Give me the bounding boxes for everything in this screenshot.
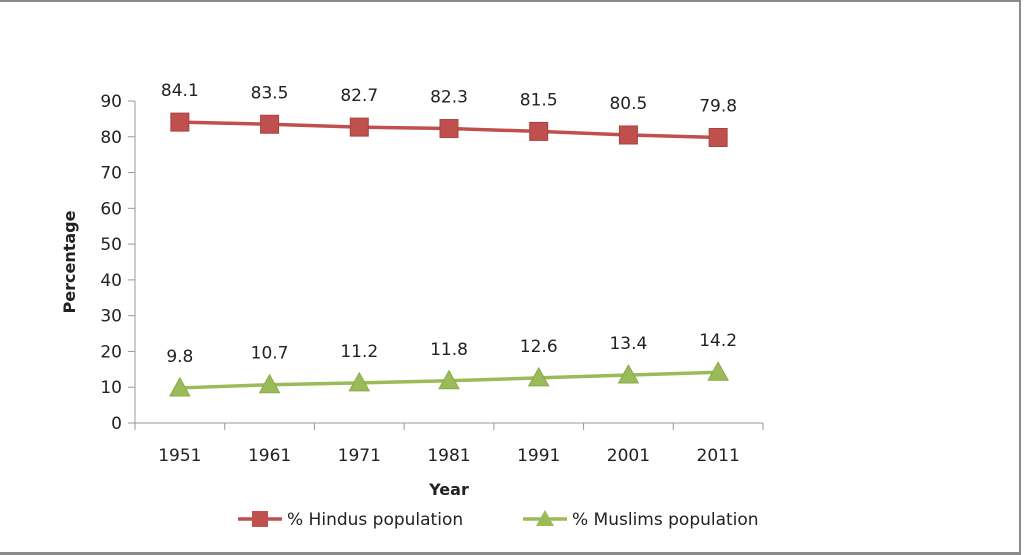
legend-label: % Hindus population xyxy=(287,510,463,530)
y-axis-title: Percentage xyxy=(60,210,79,313)
data-label: 11.2 xyxy=(340,342,378,362)
x-tick-label: 2011 xyxy=(697,446,740,466)
x-tick-label: 1981 xyxy=(427,446,470,466)
data-point-square xyxy=(170,112,190,132)
data-label: 82.7 xyxy=(340,86,378,106)
y-tick-label: 60 xyxy=(100,199,122,219)
data-label: 13.4 xyxy=(609,334,647,354)
legend-label: % Muslims population xyxy=(572,510,759,530)
y-tick-label: 20 xyxy=(100,342,122,362)
x-axis-title: Year xyxy=(428,480,469,499)
data-label: 10.7 xyxy=(251,344,289,364)
x-tick-label: 1991 xyxy=(517,446,560,466)
data-point-square xyxy=(708,127,728,147)
data-point-triangle xyxy=(707,361,729,381)
data-point-triangle xyxy=(169,376,191,397)
data-point-triangle xyxy=(258,373,281,394)
legend-triangle-icon xyxy=(536,510,554,526)
y-tick-label: 80 xyxy=(100,128,122,148)
y-tick-label: 10 xyxy=(100,378,122,398)
data-point-triangle xyxy=(527,366,550,387)
data-label: 14.2 xyxy=(699,331,737,351)
data-point-square xyxy=(349,117,369,137)
data-point-triangle xyxy=(617,364,640,384)
y-tick-label: 50 xyxy=(100,235,122,255)
data-point-square xyxy=(260,114,280,134)
x-tick-label: 1961 xyxy=(248,446,291,466)
y-tick-label: 90 xyxy=(100,92,122,112)
data-label: 83.5 xyxy=(251,83,289,103)
data-point-square xyxy=(618,125,638,145)
y-tick-label: 0 xyxy=(111,414,122,434)
data-label: 80.5 xyxy=(609,94,647,114)
y-tick-label: 30 xyxy=(100,307,122,327)
y-tick-label: 70 xyxy=(100,164,122,184)
data-label: 9.8 xyxy=(166,347,193,367)
data-label: 81.5 xyxy=(520,90,558,110)
x-tick-label: 1951 xyxy=(158,446,201,466)
data-label: 79.8 xyxy=(699,96,737,116)
x-tick-label: 1971 xyxy=(338,446,381,466)
data-point-triangle xyxy=(438,369,460,390)
data-label: 11.8 xyxy=(430,340,468,360)
legend-square-icon xyxy=(252,511,268,527)
data-point-square xyxy=(529,121,549,141)
data-point-square xyxy=(439,119,459,139)
data-point-triangle xyxy=(348,371,371,392)
y-tick-label: 40 xyxy=(100,271,122,291)
data-label: 82.3 xyxy=(430,88,468,108)
x-tick-label: 2001 xyxy=(607,446,650,466)
data-label: 12.6 xyxy=(520,337,558,357)
data-label: 84.1 xyxy=(161,81,199,101)
